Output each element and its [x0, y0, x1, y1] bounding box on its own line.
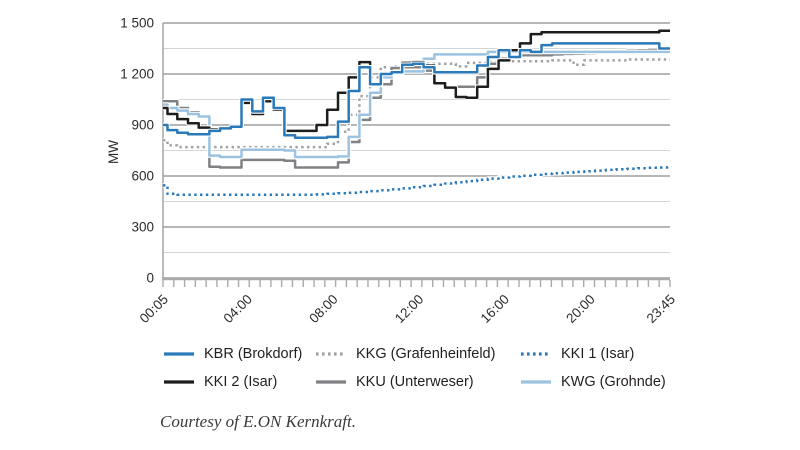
x-tick-label: 12:00 — [392, 292, 427, 327]
dotted-line-swatch-icon — [521, 352, 551, 356]
series-halo — [163, 41, 670, 141]
legend-item: KKI 2 (Isar) — [163, 372, 315, 392]
series-halo — [163, 164, 670, 197]
legend-item: KWG (Grohnde) — [520, 372, 688, 392]
chart-legend: KBR (Brokdorf) KKG (Grafenheinfeld) KKI 1 … — [163, 344, 688, 392]
legend-item: KKI 1 (Isar) — [520, 344, 688, 364]
legend-label: KKI 1 (Isar) — [561, 346, 635, 362]
y-tick-label: 0 — [146, 271, 154, 286]
y-tick-label: 900 — [131, 118, 154, 133]
series-line-KKU — [163, 48, 670, 169]
series-line-KBR — [163, 42, 670, 140]
solid-line-swatch-icon — [521, 380, 551, 384]
y-tick-label: 1 500 — [120, 16, 154, 31]
solid-line-swatch-icon — [164, 352, 194, 356]
series-line-KKI — [163, 165, 670, 196]
legend-label: KKG (Grafenheinfeld) — [356, 346, 496, 362]
legend-item: KKG (Grafenheinfeld) — [315, 344, 520, 364]
x-tick-label: 00:05 — [137, 292, 172, 327]
legend-label: KKI 2 (Isar) — [204, 374, 278, 390]
legend-item: KKU (Unterweser) — [315, 372, 520, 392]
y-tick-label: 600 — [131, 169, 154, 184]
series-line-KWG — [163, 50, 670, 159]
x-tick-label: 23:45 — [644, 292, 679, 327]
y-tick-label: 1 200 — [120, 67, 154, 82]
legend-label: KWG (Grohnde) — [561, 374, 666, 390]
solid-line-swatch-icon — [316, 380, 346, 384]
series-line-KKI — [163, 29, 670, 133]
x-tick-label: 04:00 — [221, 292, 256, 327]
legend-item: KBR (Brokdorf) — [163, 344, 315, 364]
y-tick-label: 300 — [131, 220, 154, 235]
x-tick-label: 08:00 — [306, 292, 341, 327]
y-axis-title: MW — [106, 140, 121, 164]
figure-caption: Courtesy of E.ON Kernkraft. — [160, 412, 356, 431]
x-tick-label: 20:00 — [563, 292, 598, 327]
legend-label: KKU (Unterweser) — [356, 374, 474, 390]
series-halo — [163, 28, 670, 134]
x-tick-label: 16:00 — [478, 292, 513, 327]
legend-label: KBR (Brokdorf) — [204, 346, 303, 362]
solid-line-swatch-icon — [164, 380, 194, 384]
dotted-line-swatch-icon — [316, 352, 346, 356]
